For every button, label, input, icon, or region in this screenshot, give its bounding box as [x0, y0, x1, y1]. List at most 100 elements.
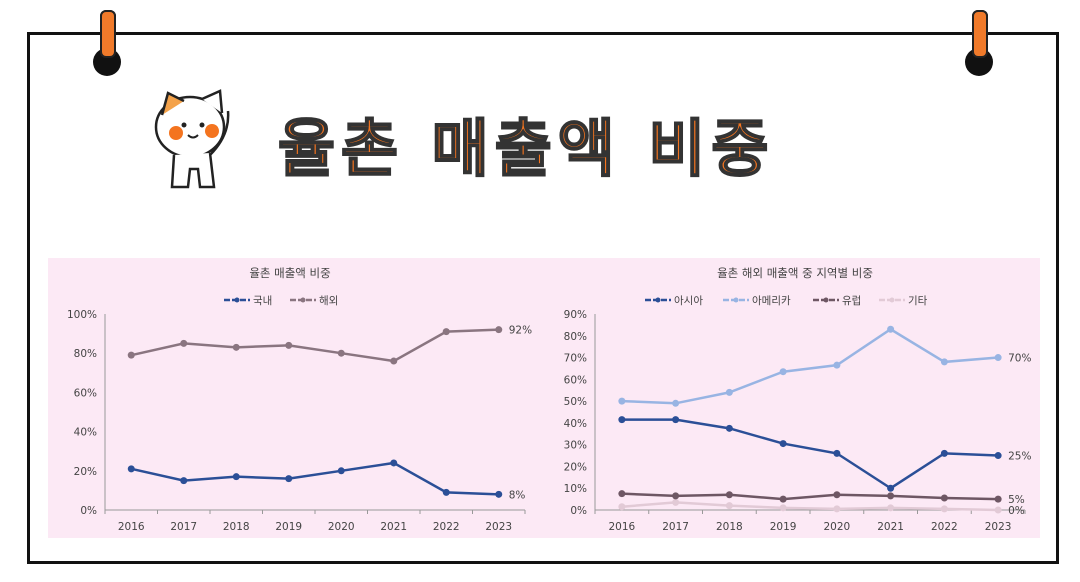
data-point [495, 326, 503, 334]
x-tick-label: 2021 [877, 521, 904, 533]
data-point [887, 484, 895, 492]
data-point [390, 357, 398, 365]
y-tick-label: 80% [74, 348, 97, 360]
data-point [285, 341, 293, 349]
data-point [618, 503, 626, 511]
data-point [390, 459, 398, 467]
series-line-기타 [621, 501, 999, 512]
x-tick-label: 2017 [662, 521, 689, 533]
data-point [180, 339, 188, 347]
data-point [779, 440, 787, 448]
x-tick-label: 2022 [931, 521, 958, 533]
legend-label: 아시아 [674, 295, 703, 307]
x-tick-label: 2021 [380, 521, 407, 533]
y-tick-label: 70% [564, 353, 587, 365]
data-point [725, 388, 733, 396]
legend-label: 기타 [908, 295, 928, 307]
end-data-label: 92% [509, 325, 532, 337]
legend-marker [234, 297, 240, 303]
y-tick-label: 60% [74, 387, 97, 399]
data-point [232, 343, 240, 351]
data-point [672, 416, 680, 424]
binder-clip-right-top [972, 10, 988, 58]
data-point [779, 504, 787, 512]
legend-label: 국내 [253, 295, 272, 307]
data-point [940, 358, 948, 366]
x-tick-label: 2018 [716, 521, 743, 533]
x-tick-label: 2019 [770, 521, 797, 533]
data-point [887, 504, 895, 512]
binder-clip-left-top [100, 10, 116, 58]
data-point [442, 328, 450, 336]
x-tick-label: 2018 [223, 521, 250, 533]
y-tick-label: 40% [564, 418, 587, 430]
end-data-label: 25% [1008, 451, 1031, 463]
chart-title: 율촌 해외 매출액 중 지역별 비중 [717, 266, 873, 280]
charts-panel [48, 258, 1040, 538]
legend-marker [655, 297, 661, 303]
data-point [672, 492, 680, 500]
series-line-아시아 [621, 418, 999, 490]
legend-marker [823, 297, 829, 303]
chart-title: 율촌 매출액 비중 [249, 266, 330, 280]
legend-label: 아메리카 [752, 295, 791, 307]
data-point [994, 506, 1002, 514]
data-point [127, 351, 135, 359]
x-tick-label: 2023 [485, 521, 512, 533]
data-point [994, 452, 1002, 460]
data-point [725, 491, 733, 499]
legend-marker [733, 297, 739, 303]
y-tick-label: 0% [80, 505, 97, 517]
legend-marker [300, 297, 306, 303]
data-point [442, 488, 450, 496]
x-tick-label: 2016 [118, 521, 145, 533]
data-point [232, 473, 240, 481]
data-point [127, 465, 135, 473]
y-tick-label: 30% [564, 440, 587, 452]
x-tick-label: 2020 [824, 521, 851, 533]
data-point [672, 399, 680, 407]
legend-label: 해외 [319, 294, 338, 307]
end-data-label: 5% [1008, 494, 1025, 506]
page-title: 율촌 매출액 비중 [277, 111, 775, 186]
x-tick-label: 2022 [433, 521, 460, 533]
y-tick-label: 40% [74, 427, 97, 439]
data-point [940, 449, 948, 457]
series-line-아메리카 [621, 327, 999, 405]
data-point [833, 505, 841, 513]
end-data-label: 70% [1008, 353, 1031, 365]
y-tick-label: 20% [564, 461, 587, 473]
data-point [779, 368, 787, 376]
data-point [285, 475, 293, 483]
x-tick-label: 2020 [328, 521, 355, 533]
data-point [887, 492, 895, 500]
series-line-해외 [130, 328, 499, 363]
x-tick-label: 2016 [609, 521, 636, 533]
series-line-국내 [130, 461, 499, 496]
data-point [495, 490, 503, 498]
data-point [940, 505, 948, 513]
data-point [180, 477, 188, 485]
data-point [994, 495, 1002, 503]
cat-saluting-icon [154, 89, 230, 189]
data-point [725, 502, 733, 510]
y-tick-label: 20% [74, 466, 97, 478]
data-point [833, 449, 841, 457]
x-tick-label: 2023 [985, 521, 1012, 533]
y-tick-label: 50% [564, 396, 587, 408]
end-data-label: 8% [509, 489, 526, 501]
x-tick-label: 2019 [275, 521, 302, 533]
end-data-label: 0% [1008, 505, 1025, 517]
legend-label: 유럽 [842, 294, 861, 307]
data-point [618, 416, 626, 424]
data-point [672, 498, 680, 506]
y-tick-label: 80% [564, 331, 587, 343]
data-point [833, 491, 841, 499]
legend-marker [889, 297, 895, 303]
data-point [779, 495, 787, 503]
y-tick-label: 10% [564, 483, 587, 495]
series-line-유럽 [621, 492, 999, 501]
data-point [994, 354, 1002, 362]
data-point [940, 494, 948, 502]
